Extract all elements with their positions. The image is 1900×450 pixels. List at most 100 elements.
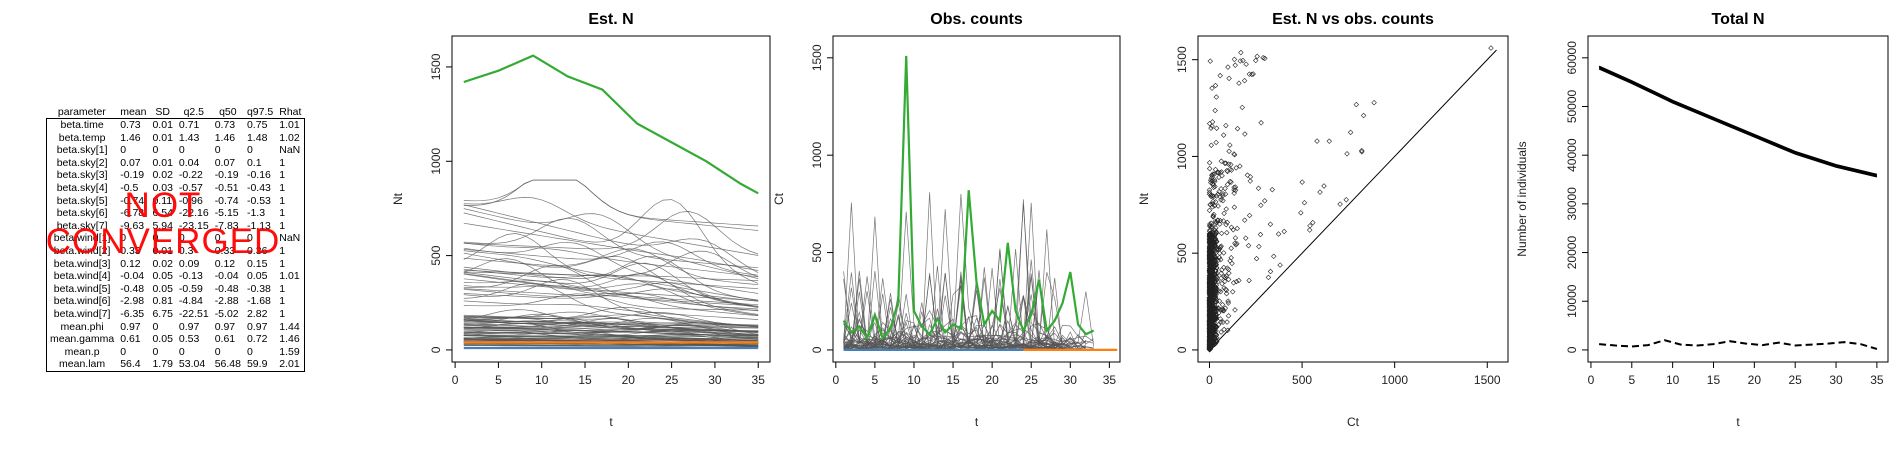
- scatter-point: [1231, 56, 1238, 63]
- scatter-point: [1226, 148, 1232, 154]
- y-tick-label: 0: [429, 346, 443, 353]
- table-cell: 0: [178, 144, 185, 157]
- scatter-point: [1208, 192, 1214, 198]
- table-cell: -2.98: [120, 295, 145, 308]
- table-cell: 1.43: [178, 131, 200, 144]
- scatter-point: [1223, 122, 1229, 129]
- table-cell: -0.59: [178, 282, 203, 295]
- scatter-point: [1216, 174, 1222, 180]
- scatter-point: [1299, 179, 1305, 185]
- table-cell: 0: [178, 232, 185, 245]
- x-tick-label: 15: [578, 373, 592, 387]
- x-tick-label: 10: [535, 373, 549, 387]
- scatter-point: [1258, 202, 1264, 209]
- column-header: SD: [155, 106, 170, 118]
- table-cell: 0.09: [178, 257, 200, 270]
- scatter-point: [1301, 199, 1308, 206]
- scatter-point: [1277, 262, 1283, 268]
- scatter-point: [1210, 184, 1217, 191]
- chart-panel-1: Est. N t Nt 0 5 10 15 20 25 30 35 0 500 1000 1500: [391, 11, 771, 429]
- scatter-point: [1209, 178, 1215, 184]
- scatter-point: [1220, 306, 1226, 312]
- scatter-point: [1232, 62, 1238, 68]
- x-tick-label: 5: [1628, 373, 1635, 387]
- scatter-point: [1206, 310, 1213, 316]
- scatter-point: [1212, 335, 1218, 342]
- scatter-point: [1209, 201, 1216, 207]
- table-cell: 0.33: [214, 244, 236, 257]
- table-cell: -0.04: [120, 270, 145, 283]
- scatter-point: [1359, 148, 1365, 155]
- plot-frame: [451, 35, 771, 363]
- scatter-point: [1208, 317, 1214, 323]
- table-cell: 0.02: [152, 169, 173, 182]
- trace-line: [463, 208, 759, 279]
- scatter-point: [1239, 104, 1245, 111]
- x-tick-label: 10: [907, 373, 921, 387]
- scatter-point: [1488, 45, 1494, 51]
- scatter-point: [1215, 305, 1221, 311]
- scatter-point: [1206, 325, 1213, 332]
- table-cell: -22.51: [178, 307, 209, 320]
- table-cell: 0: [214, 345, 221, 358]
- scatter-point: [1232, 235, 1239, 241]
- table-row: beta.wind[7] -6.35 6.75 -22.51 -5.02 2.82 1: [47, 308, 305, 321]
- scatter-point: [1207, 58, 1213, 64]
- table-cell: -2.88: [214, 295, 239, 308]
- scatter-point: [1222, 185, 1228, 192]
- table-cell: 1.59: [279, 345, 300, 358]
- y-axis-label: Ct: [772, 192, 786, 205]
- scatter-point: [1246, 212, 1253, 219]
- parameter-name-cell: beta.sky[5]: [56, 194, 108, 207]
- scatter-point: [1208, 257, 1214, 264]
- scatter-point: [1250, 71, 1256, 77]
- x-tick-label: 15: [946, 373, 960, 387]
- scatter-point: [1231, 151, 1238, 158]
- y-tick-label: 50000: [1565, 89, 1579, 123]
- scatter-point: [1215, 191, 1221, 197]
- table-cell: -9.63: [120, 219, 145, 232]
- scatter-point: [1207, 305, 1214, 311]
- table-row: beta.wind[3] 0.12 0.02 0.09 0.12 0.15 1: [47, 258, 305, 271]
- scatter-point: [1207, 309, 1214, 315]
- trace-line: [463, 273, 759, 316]
- scatter-point: [1212, 166, 1219, 173]
- scatter-point: [1213, 262, 1219, 269]
- x-tick-label: 20: [1748, 373, 1762, 387]
- table-cell: 56.48: [214, 358, 241, 371]
- x-tick-label: 0: [832, 373, 839, 387]
- scatter-point: [1208, 339, 1214, 346]
- trace-line: [463, 329, 759, 342]
- scatter-point: [1208, 224, 1215, 231]
- scatter-point: [1206, 329, 1213, 335]
- table-cell: 0: [120, 232, 127, 245]
- scatter-point: [1241, 217, 1248, 223]
- trace-line: [463, 258, 759, 312]
- scatter-point: [1281, 228, 1287, 235]
- scatter-point: [1233, 165, 1239, 171]
- scatter-point: [1221, 264, 1227, 271]
- scatter-point: [1209, 172, 1215, 178]
- scatter-point: [1212, 307, 1218, 314]
- table-cell: 1.79: [152, 358, 173, 371]
- table-cell: -0.51: [214, 181, 239, 194]
- scatter-point: [1207, 221, 1213, 227]
- table-cell: -0.53: [246, 194, 271, 207]
- scatter-point: [1344, 151, 1350, 157]
- scatter-point: [1209, 296, 1215, 303]
- x-tick-label: 15: [1707, 373, 1721, 387]
- y-tick-label: 1500: [810, 44, 824, 71]
- table-row: beta.wind[2] 0.33 0.01 0.3 0.33 0.36 1: [47, 245, 305, 258]
- table-cell: 0: [152, 345, 159, 358]
- table-cell: -0.96: [178, 194, 203, 207]
- x-tick-label: 30: [708, 373, 722, 387]
- trace-line: [843, 211, 1055, 351]
- scatter-point: [1218, 186, 1224, 192]
- scatter-point: [1212, 314, 1219, 320]
- scatter-point: [1218, 197, 1224, 203]
- table-cell: -0.19: [120, 169, 145, 182]
- scatter-point: [1210, 180, 1216, 187]
- scatter-point: [1244, 172, 1251, 178]
- y-tick-label: 0: [1175, 346, 1189, 353]
- table-cell: 0: [214, 232, 221, 245]
